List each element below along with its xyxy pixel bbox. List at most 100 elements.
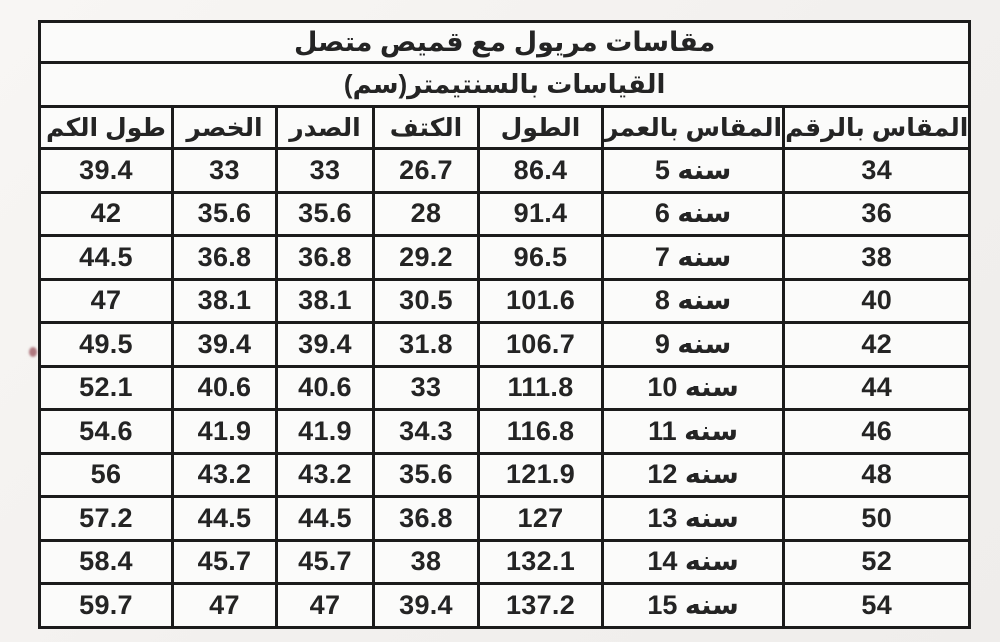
column-header-length: الطول — [477, 105, 604, 150]
table-row: 36 سنه 6 91.4 28 35.6 35.6 42 — [38, 190, 972, 237]
table-cell: 42 — [38, 190, 174, 237]
table-cell: 101.6 — [477, 277, 604, 324]
column-header-shoulder: الكتف — [372, 105, 480, 150]
table-cell: 34.3 — [372, 408, 480, 455]
table-subtitle: القياسات بالسنتيمتر(سم) — [37, 61, 972, 108]
table-cell: 42 — [782, 321, 972, 368]
column-header-size-number: المقاس بالرقم — [782, 105, 972, 150]
table-cell: 57.2 — [38, 495, 174, 542]
table-cell: 31.8 — [372, 321, 480, 368]
table-cell: 54.6 — [38, 408, 174, 455]
table-cell: 116.8 — [477, 408, 604, 455]
table-cell: سنه 13 — [600, 495, 786, 542]
table-cell: 111.8 — [477, 364, 604, 411]
table-cell: 34 — [782, 147, 972, 194]
table-cell: 44.5 — [275, 495, 375, 542]
table-cell: 33 — [372, 364, 480, 411]
table-cell: 35.6 — [171, 190, 278, 237]
table-cell: 44.5 — [171, 495, 278, 542]
table-cell: 28 — [372, 190, 480, 237]
table-cell: 86.4 — [477, 147, 604, 194]
table-cell: 137.2 — [477, 582, 604, 629]
table-cell: 47 — [275, 582, 375, 629]
table-cell: 52.1 — [38, 364, 174, 411]
table-cell: 40 — [782, 277, 972, 324]
table-cell: 91.4 — [477, 190, 604, 237]
table-cell: 40.6 — [275, 364, 375, 411]
table-cell: 59.7 — [38, 582, 174, 629]
table-cell: 39.4 — [372, 582, 480, 629]
table-cell: سنه 5 — [600, 147, 786, 194]
table-cell: 35.6 — [275, 190, 375, 237]
column-header-waist: الخصر — [171, 105, 278, 150]
size-chart-table: مقاسات مريول مع قميص متصل القياسات بالسن… — [37, 20, 972, 629]
column-header-size-age: المقاس بالعمر — [600, 105, 786, 150]
table-cell: 38 — [782, 234, 972, 281]
table-row: 34 سنه 5 86.4 26.7 33 33 39.4 — [38, 147, 972, 194]
table-cell: 39.4 — [38, 147, 174, 194]
table-cell: سنه 12 — [600, 451, 786, 498]
table-cell: 52 — [782, 538, 972, 585]
table-cell: 38.1 — [275, 277, 375, 324]
table-cell: 36.8 — [372, 495, 480, 542]
table-cell: 46 — [782, 408, 972, 455]
table-cell: 41.9 — [275, 408, 375, 455]
table-cell: 44.5 — [38, 234, 174, 281]
table-cell: 132.1 — [477, 538, 604, 585]
table-row: 52 سنه 14 132.1 38 45.7 45.7 58.4 — [38, 538, 972, 585]
table-subtitle-row: القياسات بالسنتيمتر(سم) — [37, 61, 972, 108]
table-cell: 48 — [782, 451, 972, 498]
table-cell: سنه 10 — [600, 364, 786, 411]
table-cell: 47 — [171, 582, 278, 629]
table-cell: 39.4 — [171, 321, 278, 368]
table-cell: 127 — [477, 495, 604, 542]
table-cell: 96.5 — [477, 234, 604, 281]
table-row: 46 سنه 11 116.8 34.3 41.9 41.9 54.6 — [38, 408, 972, 455]
table-row: 38 سنه 7 96.5 29.2 36.8 36.8 44.5 — [38, 234, 972, 281]
table-cell: 54 — [782, 582, 972, 629]
table-cell: 45.7 — [275, 538, 375, 585]
table-cell: 26.7 — [372, 147, 480, 194]
table-row: 54 سنه 15 137.2 39.4 47 47 59.7 — [38, 582, 972, 629]
table-cell: سنه 11 — [600, 408, 786, 455]
table-cell: 33 — [171, 147, 278, 194]
table-cell: 40.6 — [171, 364, 278, 411]
table-cell: سنه 8 — [600, 277, 786, 324]
table-cell: 29.2 — [372, 234, 480, 281]
table-cell: سنه 9 — [600, 321, 786, 368]
column-header-sleeve-length: طول الكم — [38, 105, 174, 150]
table-cell: 56 — [38, 451, 174, 498]
column-header-chest: الصدر — [275, 105, 375, 150]
table-cell: 49.5 — [38, 321, 174, 368]
table-cell: 35.6 — [372, 451, 480, 498]
table-cell: سنه 6 — [600, 190, 786, 237]
table-cell: 45.7 — [171, 538, 278, 585]
table-cell: سنه 7 — [600, 234, 786, 281]
table-cell: 43.2 — [275, 451, 375, 498]
table-cell: سنه 14 — [600, 538, 786, 585]
table-cell: 36.8 — [275, 234, 375, 281]
table-cell: 44 — [782, 364, 972, 411]
table-row: 44 سنه 10 111.8 33 40.6 40.6 52.1 — [38, 364, 972, 411]
table-cell: 38.1 — [171, 277, 278, 324]
table-cell: 121.9 — [477, 451, 604, 498]
table-cell: 58.4 — [38, 538, 174, 585]
table-cell: 39.4 — [275, 321, 375, 368]
table-row: 50 سنه 13 127 36.8 44.5 44.5 57.2 — [38, 495, 972, 542]
table-title: مقاسات مريول مع قميص متصل — [37, 20, 972, 64]
table-cell: 36 — [782, 190, 972, 237]
table-cell: 47 — [38, 277, 174, 324]
table-cell: سنه 15 — [600, 582, 786, 629]
table-row: 42 سنه 9 106.7 31.8 39.4 39.4 49.5 — [38, 321, 972, 368]
table-cell: 33 — [275, 147, 375, 194]
table-row: 40 سنه 8 101.6 30.5 38.1 38.1 47 — [38, 277, 972, 324]
table-cell: 30.5 — [372, 277, 480, 324]
table-row: 48 سنه 12 121.9 35.6 43.2 43.2 56 — [38, 451, 972, 498]
column-header-row: المقاس بالرقم المقاس بالعمر الطول الكتف … — [38, 105, 972, 150]
table-body: 34 سنه 5 86.4 26.7 33 33 39.4 36 سنه 6 91.4 28 35.6… — [38, 147, 972, 629]
table-cell: 38 — [372, 538, 480, 585]
table-cell: 50 — [782, 495, 972, 542]
table-cell: 106.7 — [477, 321, 604, 368]
table-cell: 36.8 — [171, 234, 278, 281]
